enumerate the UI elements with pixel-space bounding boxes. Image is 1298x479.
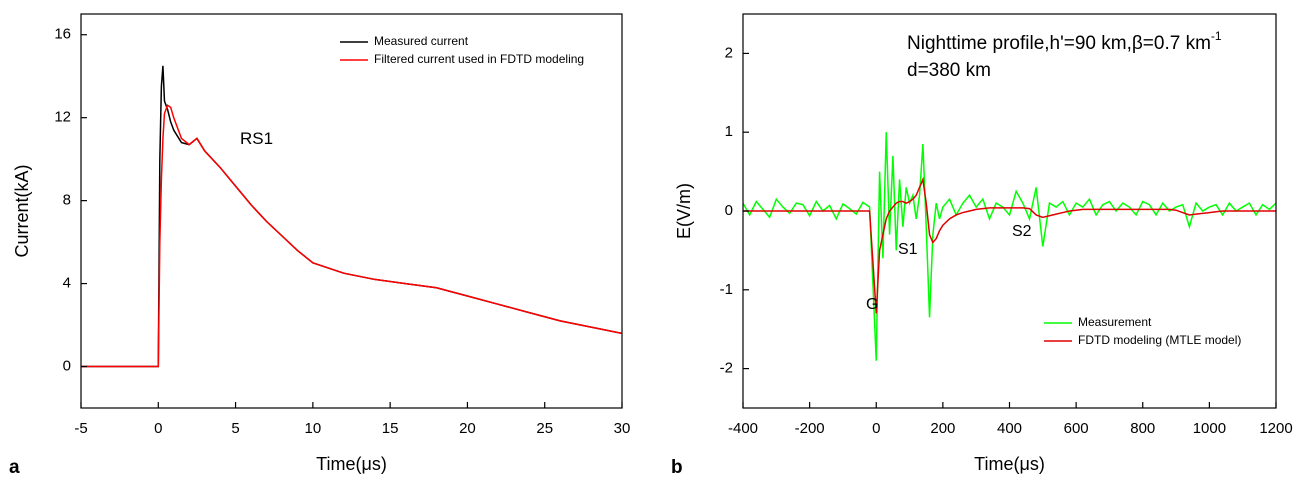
x-tick-label: 10 <box>305 420 322 437</box>
x-tick-label: 30 <box>614 420 631 437</box>
annotation: Nighttime profile,h'=90 km,β=0.7 km-1 <box>907 29 1222 54</box>
panel-label: a <box>9 457 20 478</box>
y-tick-label: 8 <box>63 192 71 209</box>
annotation-text: G <box>866 296 878 313</box>
legend-label: Measurement <box>1078 315 1152 329</box>
legend-label: FDTD modeling (MTLE model) <box>1078 333 1241 347</box>
series-line <box>743 176 1276 314</box>
x-axis-label: Time(μs) <box>316 454 387 474</box>
annotation-text: S1 <box>898 241 918 258</box>
annotation: S1 <box>898 241 918 258</box>
annotation-text: d=380 km <box>907 60 991 81</box>
x-tick-label: 1000 <box>1193 420 1226 437</box>
annotation-text: S2 <box>1012 223 1032 240</box>
x-axis-label: Time(μs) <box>974 454 1045 474</box>
x-tick-label: 25 <box>536 420 553 437</box>
y-tick-label: 1 <box>725 123 733 140</box>
x-tick-label: 5 <box>231 420 239 437</box>
y-tick-label: 12 <box>54 109 71 126</box>
x-tick-label: 1200 <box>1259 420 1292 437</box>
legend-label: Filtered current used in FDTD modeling <box>374 52 584 66</box>
series-line <box>743 132 1276 361</box>
legend-label: Measured current <box>374 34 469 48</box>
x-tick-label: 20 <box>459 420 476 437</box>
x-tick-label: -400 <box>728 420 758 437</box>
x-tick-label: -5 <box>74 420 87 437</box>
series-line <box>81 104 622 368</box>
annotation-text: Nighttime profile,h'=90 km,β=0.7 km <box>907 33 1211 54</box>
x-tick-label: 0 <box>872 420 880 437</box>
annotation-superscript: -1 <box>1211 29 1222 43</box>
x-tick-label: 15 <box>382 420 399 437</box>
y-tick-label: 4 <box>63 275 71 292</box>
x-tick-label: 200 <box>930 420 955 437</box>
y-tick-label: 0 <box>63 357 71 374</box>
annotation: RS1 <box>240 129 273 148</box>
y-tick-label: 16 <box>54 26 71 43</box>
x-tick-label: 0 <box>154 420 162 437</box>
y-tick-label: -2 <box>720 360 733 377</box>
y-axis-label: E(V/m) <box>674 183 694 239</box>
y-tick-label: 2 <box>725 44 733 61</box>
panel-label: b <box>671 457 683 478</box>
x-tick-label: 600 <box>1064 420 1089 437</box>
y-axis-label: Current(kA) <box>12 164 32 257</box>
y-tick-label: 0 <box>725 202 733 219</box>
annotation-text: RS1 <box>240 129 273 148</box>
x-tick-label: -200 <box>795 420 825 437</box>
annotation: G <box>866 296 878 313</box>
y-tick-label: -1 <box>720 281 733 298</box>
series-line <box>81 65 622 368</box>
axes-frame <box>80 13 623 409</box>
annotation: S2 <box>1012 223 1032 240</box>
annotation: d=380 km <box>907 60 991 81</box>
x-tick-label: 400 <box>997 420 1022 437</box>
x-tick-label: 800 <box>1130 420 1155 437</box>
